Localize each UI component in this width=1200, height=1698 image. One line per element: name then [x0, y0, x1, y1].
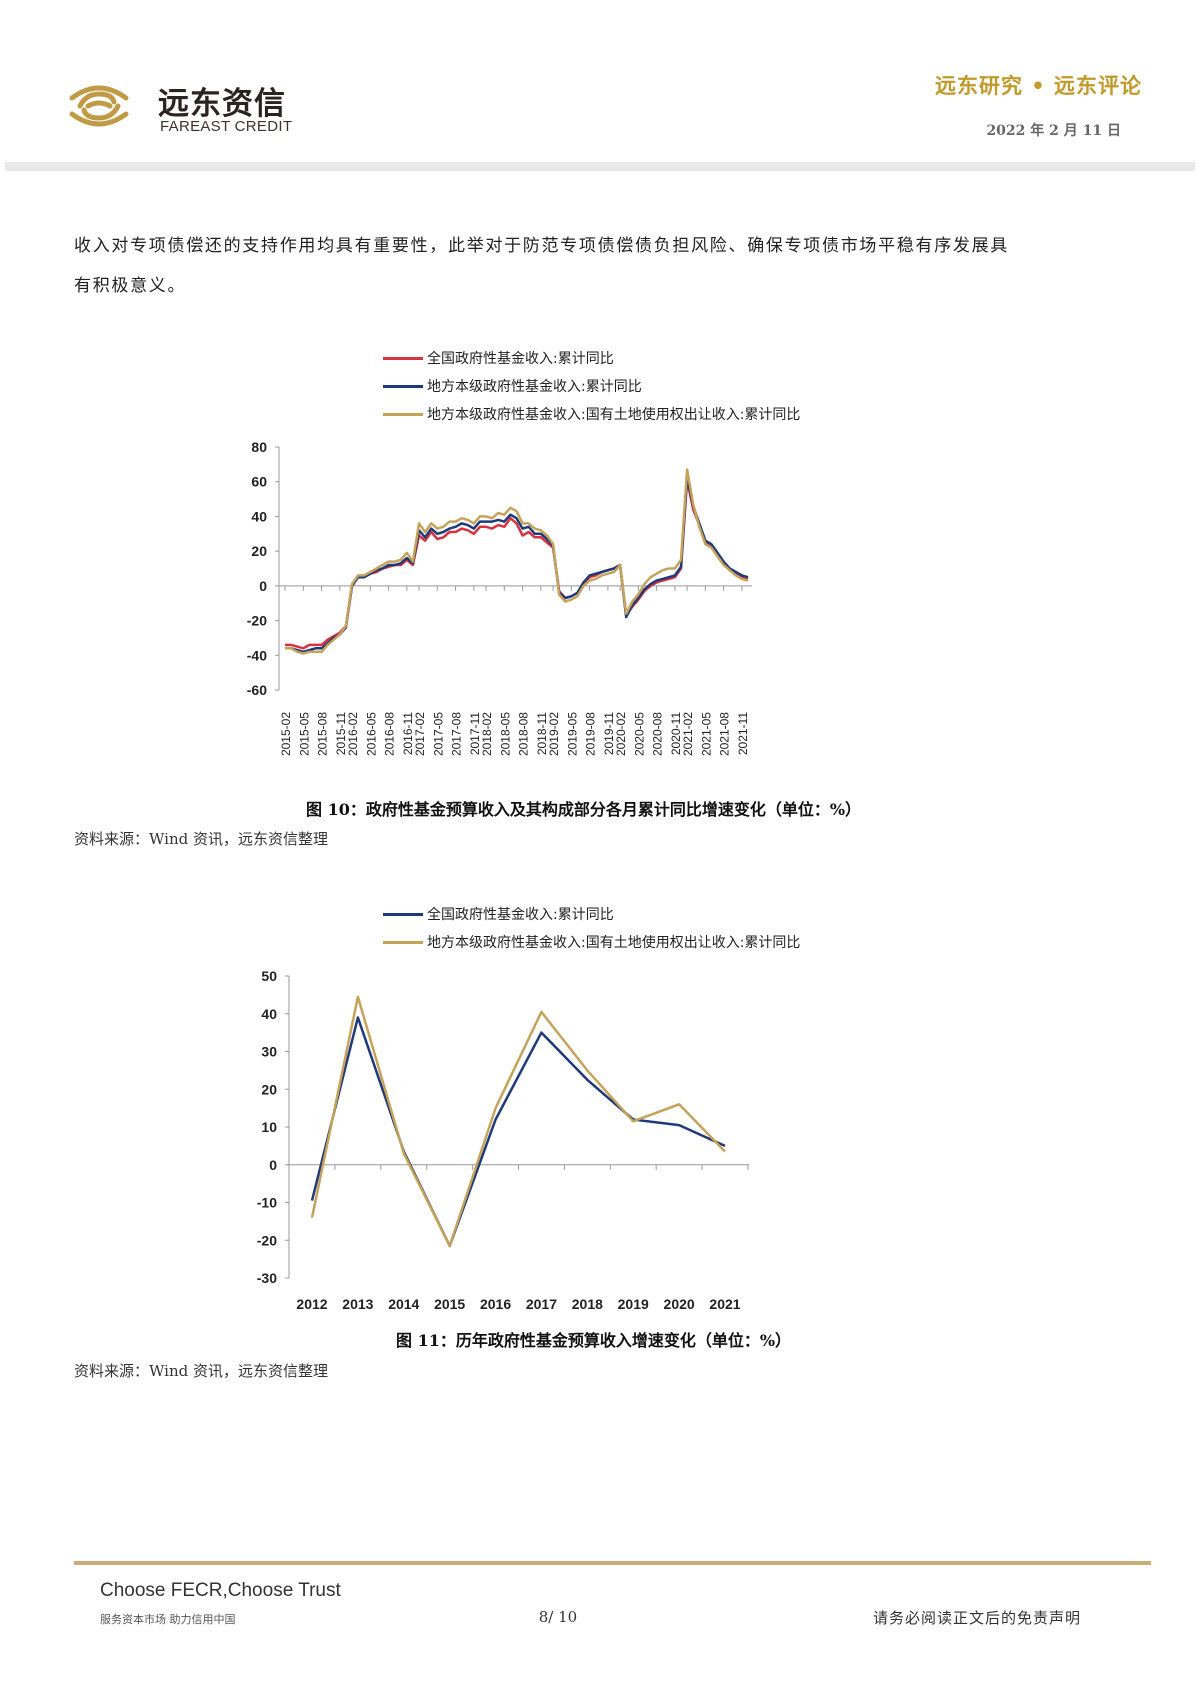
x-tick-label: 2015: [434, 1296, 465, 1312]
y-tick-label: 80: [251, 439, 267, 455]
y-tick-label: 30: [261, 1044, 277, 1060]
x-tick-label: 2020-11: [669, 712, 683, 755]
legend-item-land: 地方本级政府性基金收入:国有土地使用权出让收入:累计同比: [383, 400, 800, 428]
legend-item-land: 地方本级政府性基金收入:国有土地使用权出让收入:累计同比: [383, 928, 800, 956]
figure-10-source: 资料来源：Wind 资讯，远东资信整理: [74, 830, 328, 848]
x-tick-label: 2021-02: [681, 712, 695, 756]
y-tick-label: 60: [251, 474, 267, 490]
x-tick-label: 2019-11: [602, 712, 616, 755]
series-line-1: [285, 475, 749, 654]
x-tick-label: 2015-08: [316, 712, 330, 756]
x-tick-label: 2016-08: [383, 712, 397, 756]
y-tick-label: -40: [247, 647, 267, 663]
legend-label: 地方本级政府性基金收入:国有土地使用权出让收入:累计同比: [427, 935, 801, 951]
x-tick-label: 2019: [618, 1296, 649, 1312]
x-tick-label: 2017-08: [450, 712, 464, 756]
legend-swatch-blue: [383, 912, 423, 916]
y-tick-label: 0: [269, 1157, 277, 1173]
legend-item-national: 全国政府性基金收入:累计同比: [383, 900, 800, 928]
y-tick-label: 0: [259, 578, 267, 594]
figure-11-caption: 图 11：历年政府性基金预算收入增速变化（单位：%）: [396, 1331, 792, 1350]
x-tick-label: 2021-08: [718, 712, 732, 756]
x-tick-label: 2018-02: [480, 712, 494, 756]
paragraph-line-2: 有积极意义。: [74, 276, 187, 296]
footer-rule: [74, 1561, 1151, 1565]
legend-item-national: 全国政府性基金收入:累计同比: [383, 344, 800, 372]
x-tick-label: 2017-11: [468, 712, 482, 755]
y-tick-label: -20: [247, 613, 267, 629]
x-tick-label: 2014: [388, 1296, 419, 1312]
x-tick-label: 2016: [480, 1296, 511, 1312]
x-tick-label: 2017-02: [413, 712, 427, 756]
y-tick-label: 40: [251, 508, 267, 524]
y-tick-label: -10: [257, 1195, 277, 1211]
x-tick-label: 2018-08: [517, 712, 531, 756]
legend-swatch-red: [383, 356, 423, 360]
publication-date: 2022 年 2 月 11 日: [986, 123, 1121, 139]
x-tick-label: 2015-05: [297, 712, 311, 756]
x-tick-label: 2016-11: [401, 712, 415, 755]
x-tick-label: 2020: [664, 1296, 695, 1312]
logo-english-name: FAREAST CREDIT: [160, 118, 293, 135]
figure-11-source: 资料来源：Wind 资讯，远东资信整理: [74, 1362, 328, 1380]
x-tick-label: 2016-02: [346, 712, 360, 756]
legend-swatch-gold: [383, 940, 423, 944]
header-divider-bar: [5, 162, 1195, 171]
y-tick-label: 20: [261, 1081, 277, 1097]
x-tick-label: 2020-08: [651, 712, 665, 756]
x-tick-label: 2019-05: [565, 712, 579, 756]
page-number: 8/ 10: [538, 1608, 578, 1626]
y-tick-label: 20: [251, 543, 267, 559]
body-paragraph: 收入对专项债偿还的支持作用均具有重要性，此举对于防范专项债偿债负担风险、确保专项…: [74, 226, 1134, 306]
x-tick-label: 2021-11: [736, 712, 750, 755]
x-tick-label: 2020-05: [632, 712, 646, 756]
x-tick-label: 2015-11: [334, 712, 348, 755]
x-tick-label: 2018-11: [535, 712, 549, 755]
x-tick-label: 2017: [526, 1296, 557, 1312]
logo-chinese-name: 远东资信: [158, 86, 286, 122]
x-tick-label: 2021: [709, 1296, 740, 1312]
footer-slogan-chinese: 服务资本市场 助力信用中国: [100, 1613, 236, 1626]
legend-swatch-gold: [383, 412, 423, 416]
x-tick-label: 2018: [572, 1296, 603, 1312]
x-tick-label: 2019-08: [584, 712, 598, 756]
y-tick-label: 40: [261, 1006, 277, 1022]
series-line-0: [310, 1016, 726, 1248]
disclaimer-notice[interactable]: 请务必阅读正文后的免责声明: [873, 1609, 1082, 1627]
figure-10-legend: 全国政府性基金收入:累计同比 地方本级政府性基金收入:累计同比 地方本级政府性基…: [383, 344, 800, 428]
x-tick-label: 2017-05: [431, 712, 445, 756]
legend-label: 全国政府性基金收入:累计同比: [427, 351, 614, 367]
y-tick-label: 50: [261, 968, 277, 984]
figure-10-caption: 图 10：政府性基金预算收入及其构成部分各月累计同比增速变化（单位：%）: [306, 800, 862, 819]
x-tick-label: 2019-02: [547, 712, 561, 756]
x-tick-label: 2012: [296, 1296, 327, 1312]
fareast-logo-icon: [69, 85, 129, 127]
legend-swatch-blue: [383, 384, 423, 388]
series-line-1: [310, 995, 726, 1248]
series-line-2: [285, 468, 749, 655]
x-tick-label: 2021-05: [699, 712, 713, 756]
x-tick-label: 2020-02: [614, 712, 628, 756]
x-tick-label: 2016-05: [364, 712, 378, 756]
x-tick-label: 2015-02: [279, 712, 293, 756]
y-tick-label: 10: [261, 1119, 277, 1135]
x-tick-label: 2013: [342, 1296, 373, 1312]
figure-11-line-chart: 50 40 30 20 10 0 -10 -20 -30 2012 2013 2014 2015 2016…: [257, 968, 749, 1312]
x-tick-label: 2018-05: [498, 712, 512, 756]
figure-10-line-chart: 80 60 40 20 0 -20 -40 -60 2015-02 2015-05 2015-08 2…: [247, 439, 752, 756]
footer-slogan-english: Choose FECR,Choose Trust: [100, 1580, 341, 1601]
legend-label: 地方本级政府性基金收入:累计同比: [427, 379, 642, 395]
y-tick-label: -30: [257, 1270, 277, 1286]
header: 远东资信 FAREAST CREDIT 远东研究 • 远东评论 2022 年 2…: [0, 0, 1200, 175]
y-tick-label: -60: [247, 682, 267, 698]
legend-label: 全国政府性基金收入:累计同比: [427, 907, 614, 923]
paragraph-line-1: 收入对专项债偿还的支持作用均具有重要性，此举对于防范专项债偿债负担风险、确保专项…: [74, 236, 1009, 256]
figure-11-legend: 全国政府性基金收入:累计同比 地方本级政府性基金收入:国有土地使用权出让收入:累…: [383, 900, 800, 956]
legend-label: 地方本级政府性基金收入:国有土地使用权出让收入:累计同比: [427, 407, 801, 423]
legend-item-local: 地方本级政府性基金收入:累计同比: [383, 372, 800, 400]
y-tick-label: -20: [257, 1232, 277, 1248]
publication-title: 远东研究 • 远东评论: [934, 74, 1142, 98]
